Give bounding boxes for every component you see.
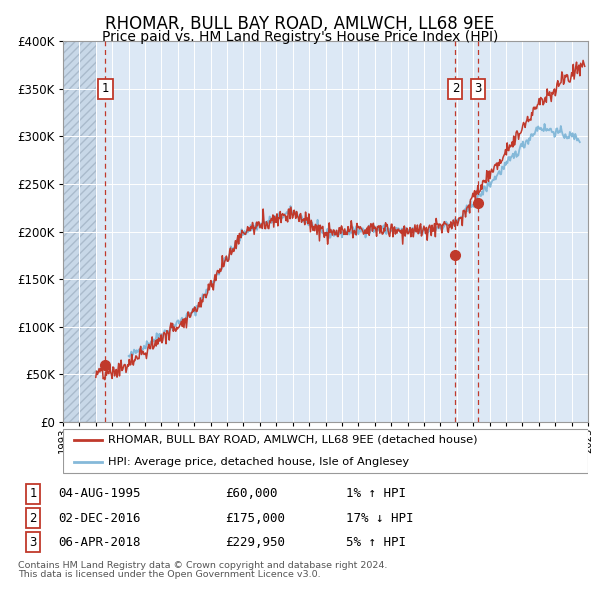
Text: 1: 1: [29, 487, 37, 500]
Text: 3: 3: [29, 536, 37, 549]
Text: HPI: Average price, detached house, Isle of Anglesey: HPI: Average price, detached house, Isle…: [107, 457, 409, 467]
Text: Contains HM Land Registry data © Crown copyright and database right 2024.: Contains HM Land Registry data © Crown c…: [18, 560, 387, 570]
Text: 2: 2: [452, 83, 459, 96]
Text: RHOMAR, BULL BAY ROAD, AMLWCH, LL68 9EE: RHOMAR, BULL BAY ROAD, AMLWCH, LL68 9EE: [106, 15, 494, 33]
Text: This data is licensed under the Open Government Licence v3.0.: This data is licensed under the Open Gov…: [18, 570, 320, 579]
FancyBboxPatch shape: [63, 429, 588, 473]
Text: 3: 3: [474, 83, 481, 96]
Text: 1: 1: [102, 83, 109, 96]
Text: 2: 2: [29, 512, 37, 525]
Text: 5% ↑ HPI: 5% ↑ HPI: [346, 536, 406, 549]
Text: 06-APR-2018: 06-APR-2018: [58, 536, 140, 549]
Text: £229,950: £229,950: [225, 536, 285, 549]
Text: 1% ↑ HPI: 1% ↑ HPI: [346, 487, 406, 500]
Text: Price paid vs. HM Land Registry's House Price Index (HPI): Price paid vs. HM Land Registry's House …: [102, 30, 498, 44]
Text: £60,000: £60,000: [225, 487, 278, 500]
Text: 04-AUG-1995: 04-AUG-1995: [58, 487, 140, 500]
Text: RHOMAR, BULL BAY ROAD, AMLWCH, LL68 9EE (detached house): RHOMAR, BULL BAY ROAD, AMLWCH, LL68 9EE …: [107, 435, 477, 445]
Text: £175,000: £175,000: [225, 512, 285, 525]
Bar: [63, 41, 96, 422]
Text: 17% ↓ HPI: 17% ↓ HPI: [346, 512, 413, 525]
Text: 02-DEC-2016: 02-DEC-2016: [58, 512, 140, 525]
